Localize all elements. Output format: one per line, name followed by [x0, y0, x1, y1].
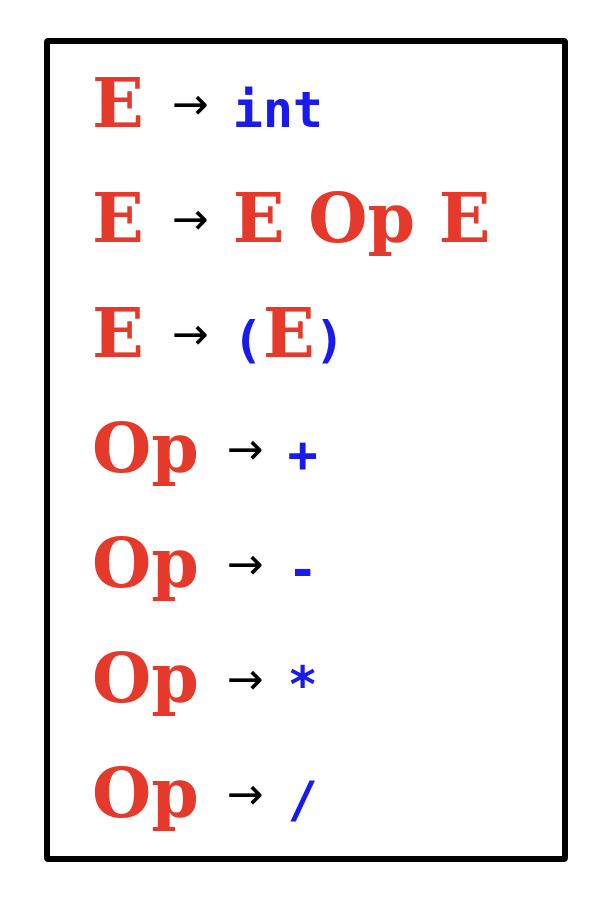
rule-rhs: + — [288, 430, 318, 480]
arrow-icon: → — [226, 539, 264, 590]
rule-e-paren-e: E → ( E ) — [92, 300, 345, 390]
terminal-symbol: ( — [232, 311, 263, 369]
arrow-icon: → — [171, 309, 209, 360]
nonterminal-symbol: E — [262, 294, 315, 374]
arrow-icon: → — [171, 79, 209, 130]
rule-lhs: E — [92, 179, 144, 259]
rule-lhs: Op — [92, 524, 199, 604]
arrow-icon: → — [171, 194, 209, 245]
terminal-symbol: * — [287, 656, 318, 714]
rule-op-times: Op → * — [92, 645, 318, 735]
arrow-icon: → — [226, 424, 264, 475]
rule-rhs: ( E ) — [233, 300, 345, 368]
rule-lhs: E — [92, 294, 144, 374]
rule-op-divide: Op → / — [92, 760, 318, 850]
rule-rhs: - — [288, 545, 318, 595]
rule-op-plus: Op → + — [92, 415, 318, 505]
rule-rhs: E Op E — [233, 185, 491, 253]
terminal-symbol: int — [232, 81, 324, 139]
arrow-icon: → — [226, 654, 264, 705]
rule-lhs: Op — [92, 409, 199, 489]
terminal-symbol: - — [287, 541, 318, 599]
rule-e-int: E → int — [92, 70, 323, 160]
nonterminal-symbol: E Op E — [232, 179, 491, 259]
terminal-symbol: + — [287, 426, 318, 484]
rule-rhs: int — [233, 85, 323, 135]
terminal-symbol: / — [287, 771, 318, 829]
arrow-icon: → — [226, 769, 264, 820]
rule-lhs: E — [92, 64, 144, 144]
rule-rhs: * — [288, 660, 318, 710]
rule-rhs: / — [288, 775, 318, 825]
rule-lhs: Op — [92, 754, 199, 834]
terminal-symbol: ) — [314, 311, 345, 369]
rule-e-e-op-e: E → E Op E — [92, 185, 491, 275]
rule-op-minus: Op → - — [92, 530, 318, 620]
rule-lhs: Op — [92, 639, 199, 719]
grammar-box: E → int E → E Op E E → ( E ) Op → + Op →… — [44, 38, 568, 862]
